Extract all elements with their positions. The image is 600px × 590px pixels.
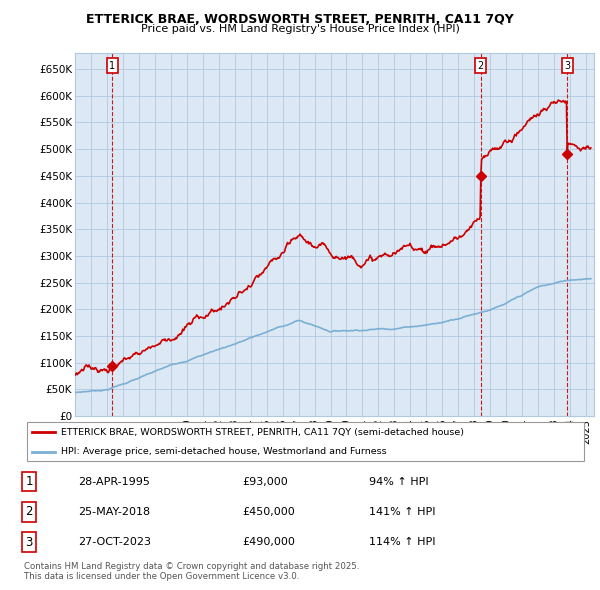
Text: Contains HM Land Registry data © Crown copyright and database right 2025.
This d: Contains HM Land Registry data © Crown c… <box>24 562 359 581</box>
Text: HPI: Average price, semi-detached house, Westmorland and Furness: HPI: Average price, semi-detached house,… <box>61 447 386 456</box>
Text: 94% ↑ HPI: 94% ↑ HPI <box>369 477 429 487</box>
Text: ETTERICK BRAE, WORDSWORTH STREET, PENRITH, CA11 7QY (semi-detached house): ETTERICK BRAE, WORDSWORTH STREET, PENRIT… <box>61 428 464 437</box>
FancyBboxPatch shape <box>27 422 584 461</box>
Text: 2: 2 <box>26 505 33 519</box>
Text: 1: 1 <box>109 61 115 71</box>
Text: £490,000: £490,000 <box>242 537 295 547</box>
Text: 28-APR-1995: 28-APR-1995 <box>78 477 150 487</box>
Text: 114% ↑ HPI: 114% ↑ HPI <box>369 537 436 547</box>
Text: 25-MAY-2018: 25-MAY-2018 <box>78 507 151 517</box>
Text: 2: 2 <box>478 61 484 71</box>
Text: £450,000: £450,000 <box>242 507 295 517</box>
Text: 141% ↑ HPI: 141% ↑ HPI <box>369 507 436 517</box>
Text: 27-OCT-2023: 27-OCT-2023 <box>78 537 151 547</box>
Text: £93,000: £93,000 <box>242 477 288 487</box>
Text: 3: 3 <box>26 536 33 549</box>
Text: 1: 1 <box>26 475 33 488</box>
Text: Price paid vs. HM Land Registry's House Price Index (HPI): Price paid vs. HM Land Registry's House … <box>140 24 460 34</box>
Text: ETTERICK BRAE, WORDSWORTH STREET, PENRITH, CA11 7QY: ETTERICK BRAE, WORDSWORTH STREET, PENRIT… <box>86 13 514 26</box>
Text: 3: 3 <box>564 61 570 71</box>
